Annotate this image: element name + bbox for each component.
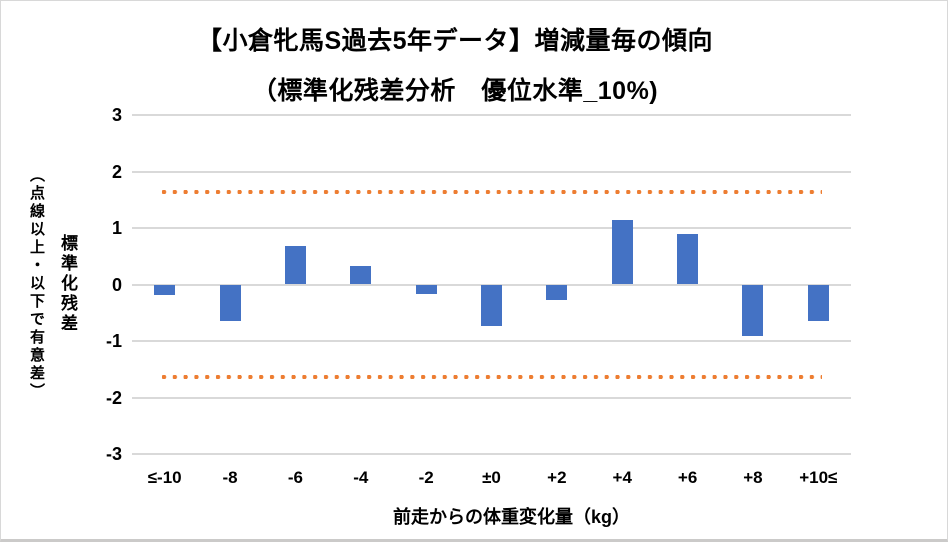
bar-±0 (481, 284, 502, 327)
x-axis-title: 前走からの体重変化量（kg） (392, 507, 630, 527)
bar--2 (415, 284, 437, 294)
x-tick-label-+4: +4 (612, 468, 632, 487)
y-tick-label: 3 (111, 105, 122, 125)
x-tick-label--4: -4 (353, 468, 369, 487)
gridline-y-1 (132, 227, 851, 229)
x-tick-label-+8: +8 (743, 468, 763, 487)
y-tick-label: 2 (111, 161, 122, 182)
x-tick-label-+10≤: +10≤ (799, 468, 838, 487)
y-axis-title-note: （点線以上・以下で有意差） (28, 167, 45, 401)
bar-≤-10 (154, 284, 176, 296)
y-axis-title: 標準化残差 (58, 234, 77, 334)
y-tick-label: -1 (105, 331, 122, 351)
bar-+10≤ (807, 284, 829, 321)
x-tick-label-±0: ±0 (482, 468, 501, 487)
x-tick-label-+2: +2 (547, 468, 567, 487)
x-tick-label--6: -6 (287, 468, 303, 487)
y-tick-label: 0 (111, 274, 122, 295)
bar--6 (284, 246, 306, 285)
bar--8 (219, 284, 241, 322)
bar-+4 (611, 220, 633, 285)
chart-title-line1: 【小倉牝馬S過去5年データ】増減量毎の傾向 (196, 27, 714, 55)
bar-+6 (677, 233, 699, 285)
chart-title: 【小倉牝馬S過去5年データ】増減量毎の傾向 （標準化残差分析 優位水準_10%) (1, 16, 909, 116)
gridline-y-2 (132, 170, 851, 173)
upper-threshold-dotted-line (160, 188, 823, 195)
x-tick-label-+6: +6 (677, 468, 698, 487)
x-tick-label-≤-10: ≤-10 (147, 468, 182, 487)
y-tick-label: -3 (105, 444, 122, 464)
bar-+2 (546, 284, 568, 301)
y-tick-label: -2 (105, 387, 122, 408)
plot-area (132, 114, 851, 455)
chart-title-line2: （標準化残差分析 優位水準_10%) (251, 77, 659, 105)
x-tick-label--8: -8 (222, 468, 238, 487)
bar--4 (350, 265, 372, 285)
gridline-y--3 (132, 453, 851, 455)
gridline-y-3 (132, 114, 851, 116)
gridline-y--2 (132, 396, 851, 399)
bar-+8 (742, 284, 764, 337)
gridline-y--1 (132, 340, 851, 342)
lower-threshold-dotted-line (160, 374, 823, 381)
y-tick-label: 1 (111, 218, 122, 238)
x-tick-label--2: -2 (418, 468, 434, 487)
